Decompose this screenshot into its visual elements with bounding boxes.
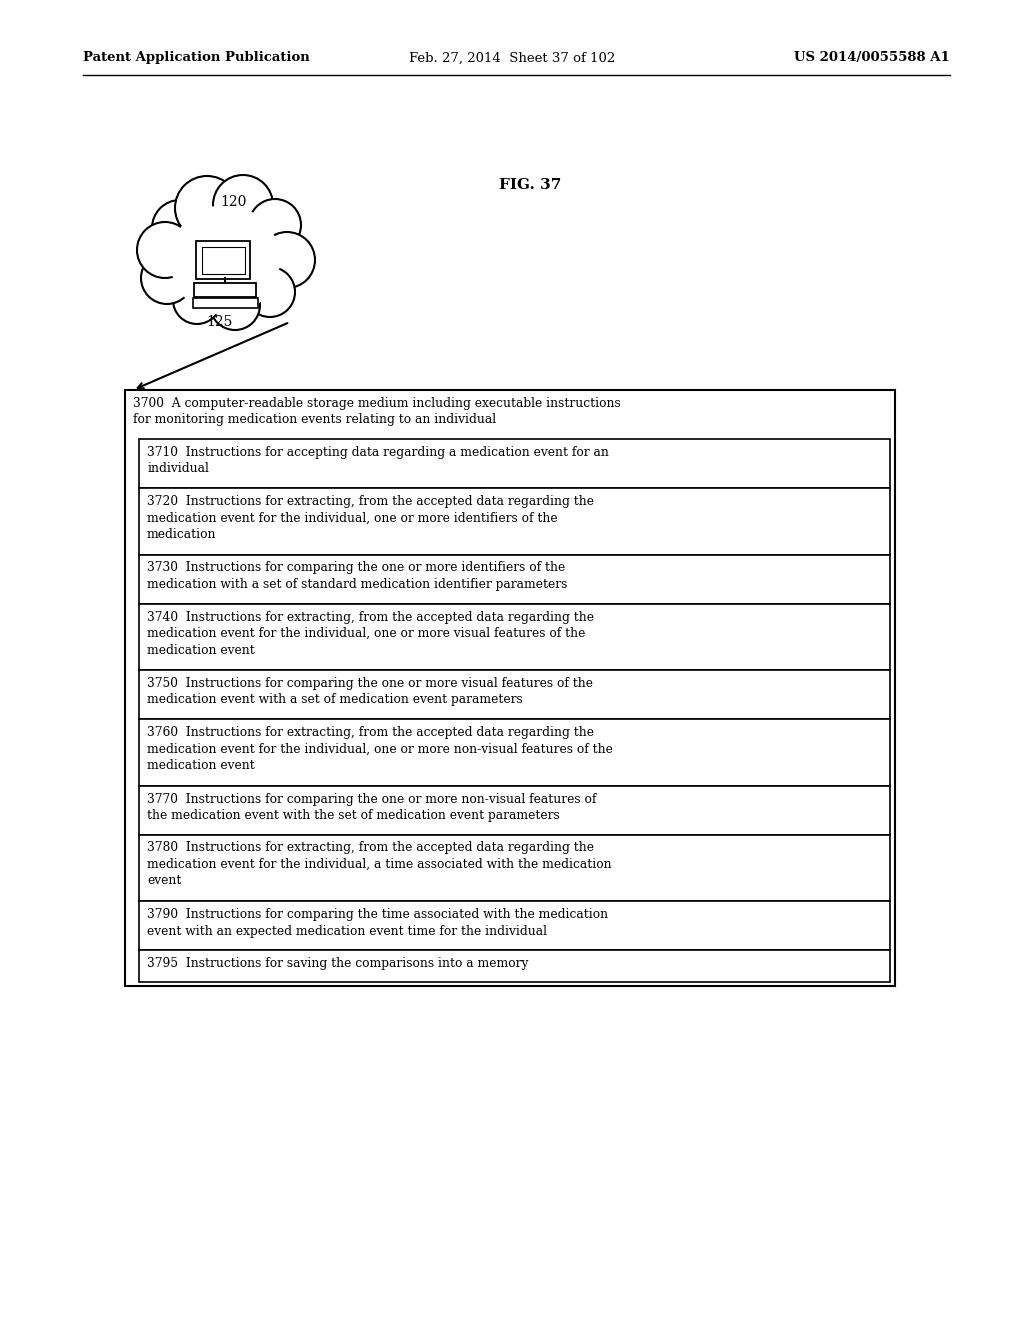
- FancyBboxPatch shape: [139, 554, 890, 603]
- FancyBboxPatch shape: [193, 297, 257, 308]
- Text: FIG. 37: FIG. 37: [499, 178, 561, 191]
- Text: 3730  Instructions for comparing the one or more identifiers of the
medication w: 3730 Instructions for comparing the one …: [147, 561, 567, 591]
- Text: 3710  Instructions for accepting data regarding a medication event for an
indivi: 3710 Instructions for accepting data reg…: [147, 446, 609, 475]
- FancyBboxPatch shape: [196, 242, 250, 279]
- Text: 3780  Instructions for extracting, from the accepted data regarding the
medicati: 3780 Instructions for extracting, from t…: [147, 842, 611, 887]
- Text: 3790  Instructions for comparing the time associated with the medication
event w: 3790 Instructions for comparing the time…: [147, 908, 608, 937]
- Circle shape: [170, 205, 280, 315]
- Circle shape: [180, 207, 270, 297]
- FancyBboxPatch shape: [139, 902, 890, 950]
- FancyBboxPatch shape: [139, 671, 890, 719]
- Circle shape: [175, 176, 239, 240]
- Text: 3750  Instructions for comparing the one or more visual features of the
medicati: 3750 Instructions for comparing the one …: [147, 677, 593, 706]
- Text: Patent Application Publication: Patent Application Publication: [83, 51, 309, 65]
- FancyBboxPatch shape: [194, 282, 256, 297]
- Text: US 2014/0055588 A1: US 2014/0055588 A1: [795, 51, 950, 65]
- FancyBboxPatch shape: [202, 247, 245, 273]
- FancyBboxPatch shape: [139, 603, 890, 671]
- Circle shape: [249, 199, 301, 251]
- Text: Feb. 27, 2014  Sheet 37 of 102: Feb. 27, 2014 Sheet 37 of 102: [409, 51, 615, 65]
- FancyBboxPatch shape: [139, 719, 890, 785]
- Circle shape: [259, 232, 315, 288]
- Circle shape: [141, 252, 193, 304]
- FancyBboxPatch shape: [139, 488, 890, 554]
- FancyBboxPatch shape: [139, 834, 890, 902]
- Text: 3795  Instructions for saving the comparisons into a memory: 3795 Instructions for saving the compari…: [147, 957, 528, 970]
- FancyBboxPatch shape: [125, 389, 895, 986]
- Text: 120: 120: [220, 195, 246, 209]
- Circle shape: [213, 176, 273, 235]
- Text: 3700  A computer-readable storage medium including executable instructions
for m: 3700 A computer-readable storage medium …: [133, 397, 621, 426]
- Circle shape: [210, 280, 260, 330]
- Circle shape: [137, 222, 193, 279]
- FancyBboxPatch shape: [139, 440, 890, 488]
- FancyBboxPatch shape: [139, 785, 890, 834]
- Text: 3760  Instructions for extracting, from the accepted data regarding the
medicati: 3760 Instructions for extracting, from t…: [147, 726, 613, 772]
- Text: 3740  Instructions for extracting, from the accepted data regarding the
medicati: 3740 Instructions for extracting, from t…: [147, 610, 594, 656]
- Circle shape: [152, 201, 208, 256]
- Text: 125: 125: [207, 315, 233, 329]
- Text: 3720  Instructions for extracting, from the accepted data regarding the
medicati: 3720 Instructions for extracting, from t…: [147, 495, 594, 541]
- FancyBboxPatch shape: [139, 950, 890, 982]
- Circle shape: [245, 267, 295, 317]
- Circle shape: [173, 276, 221, 323]
- Text: 3770  Instructions for comparing the one or more non-visual features of
the medi: 3770 Instructions for comparing the one …: [147, 792, 596, 822]
